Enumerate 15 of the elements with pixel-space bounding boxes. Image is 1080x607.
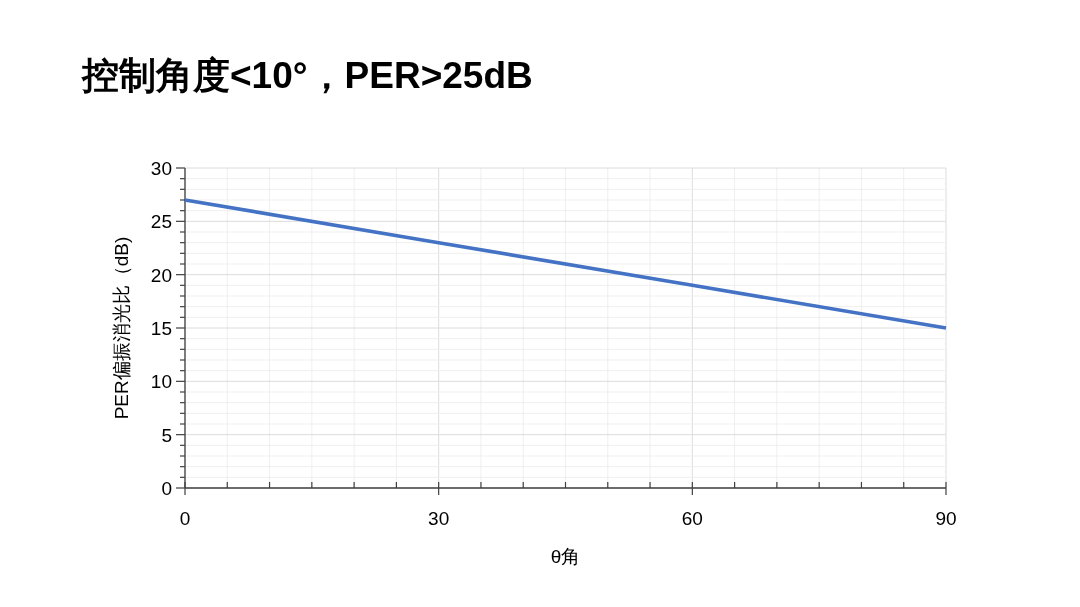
line-series (183, 198, 948, 330)
y-axis-title: PER偏振消光比（dB) (111, 236, 132, 420)
y-tick-label: 15 (150, 318, 172, 339)
x-tick-label: 0 (179, 508, 191, 529)
x-axis-title: θ角 (550, 546, 581, 567)
chart-title: 控制角度<10°，PER>25dB (81, 55, 533, 96)
x-tick-label: 90 (935, 508, 957, 529)
x-tick-label: 60 (681, 508, 703, 529)
y-tick-label: 0 (161, 478, 172, 499)
y-tick-label: 30 (150, 158, 172, 179)
y-tick-label: 20 (150, 264, 172, 286)
y-tick-label: 5 (161, 424, 172, 446)
y-tick-label: 10 (150, 371, 172, 393)
y-tick-label: 25 (150, 211, 172, 233)
x-tick-label: 30 (428, 508, 450, 529)
